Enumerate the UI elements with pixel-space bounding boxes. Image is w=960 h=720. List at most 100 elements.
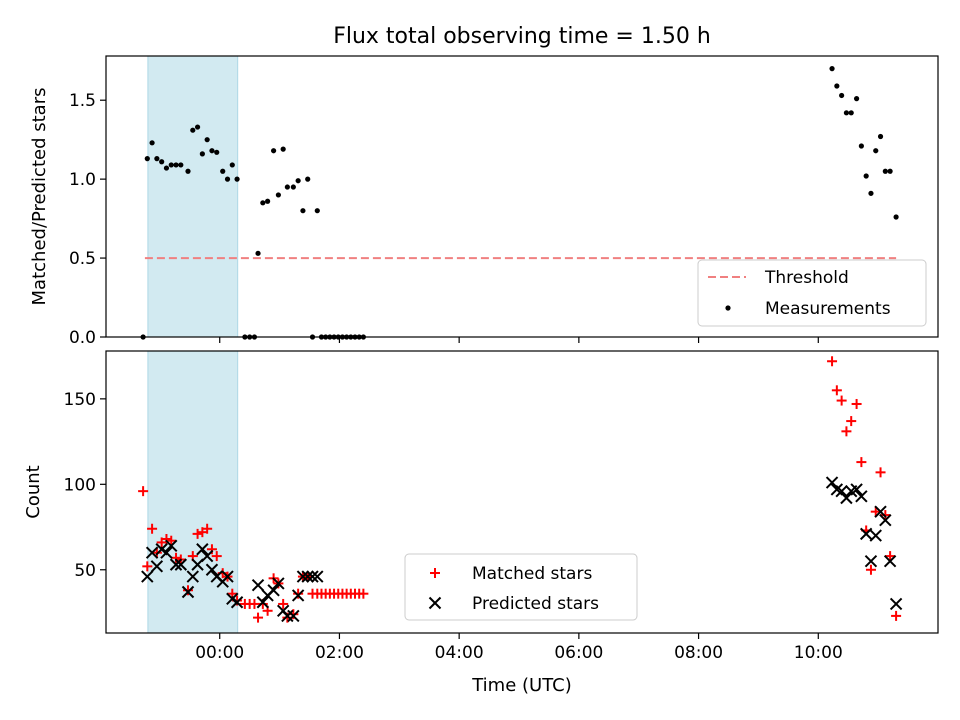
predicted-stars-point — [883, 555, 897, 568]
measurement-point — [848, 110, 854, 116]
measurement-point — [255, 250, 261, 256]
predicted-stars-point — [879, 513, 892, 527]
legend-predicted-label: Predicted stars — [472, 594, 599, 614]
predicted-stars-point — [169, 558, 183, 571]
predicted-stars-point — [840, 491, 853, 505]
measurement-point — [868, 190, 874, 196]
measurement-point — [839, 92, 845, 99]
measurement-point — [305, 176, 311, 182]
matched-stars-point — [293, 588, 304, 599]
measurement-point — [229, 162, 235, 168]
measurement-point — [270, 148, 277, 154]
measurement-point — [224, 176, 231, 182]
predicted-stars-point — [200, 549, 214, 563]
measurement-point — [163, 165, 170, 171]
predicted-stars-point — [150, 560, 164, 573]
legend-predicted-swatch — [428, 596, 442, 610]
predicted-stars-point — [864, 555, 878, 568]
star-count-panel: 50 100 150 00:00 02:00 04:00 06:00 08:00 10:00 Co… — [23, 350, 939, 696]
predicted-stars-point — [181, 585, 195, 599]
measurement-point — [843, 110, 850, 116]
matched-stars-point — [183, 585, 194, 596]
measurement-point — [204, 137, 210, 143]
measurement-point — [265, 198, 271, 204]
matched-stars-point — [891, 610, 902, 621]
measurement-point — [178, 162, 184, 168]
measurement-point — [295, 178, 301, 184]
measurement-point — [300, 208, 306, 214]
measurement-point — [863, 173, 869, 179]
measurement-point — [882, 168, 888, 174]
predicted-stars-point — [165, 539, 178, 553]
y-tick-label: 1.0 — [69, 170, 96, 190]
matched-stars-point — [831, 385, 842, 396]
y-tick-label: 150 — [64, 390, 96, 410]
predicted-stars-point — [251, 578, 265, 592]
predicted-stars-point — [272, 577, 285, 590]
predicted-stars-point — [205, 563, 219, 576]
predicted-stars-point — [869, 529, 882, 542]
measurement-point — [893, 214, 899, 220]
matched-stars-point — [211, 551, 222, 562]
matched-stars-point — [841, 426, 852, 437]
matched-stars-point — [253, 612, 264, 623]
measurement-point — [234, 176, 240, 182]
measurement-point — [280, 146, 286, 152]
matched-stars-point — [851, 398, 862, 409]
matched-stars-point — [192, 528, 203, 539]
matched-stars-point — [278, 598, 289, 609]
predicted-stars-point — [291, 589, 305, 602]
predicted-stars-point — [874, 505, 887, 518]
matched-stars-point — [358, 588, 369, 599]
measurement-point — [853, 96, 860, 102]
predicted-stars-point — [230, 596, 244, 609]
matched-stars-point — [836, 395, 847, 406]
measurement-point — [194, 124, 201, 130]
measurement-point — [209, 148, 215, 154]
chart-title: Flux total observing time = 1.50 h — [333, 24, 711, 49]
predicted-stars-point — [287, 609, 300, 623]
measurement-point — [190, 127, 196, 133]
y-tick-label: 100 — [64, 475, 96, 495]
predicted-stars-point — [859, 527, 873, 541]
measurement-point — [877, 133, 884, 140]
measurement-point — [873, 148, 879, 154]
predicted-stars-point — [267, 584, 280, 597]
predicted-stars-point — [306, 570, 319, 583]
y-tick-label: 0.0 — [69, 328, 96, 348]
measurement-point — [275, 192, 281, 198]
axes-frame — [105, 350, 939, 634]
measurement-point — [159, 159, 165, 165]
axes-frame — [105, 55, 939, 338]
matched-stars-point — [166, 535, 177, 546]
predicted-stars-point — [221, 570, 234, 583]
measurement-point — [214, 149, 220, 155]
x-tick-label: 04:00 — [435, 643, 484, 663]
matched-stars-point — [138, 486, 149, 497]
x-tick-label: 00:00 — [195, 643, 244, 663]
measurement-point — [260, 200, 266, 206]
measurement-point — [284, 184, 290, 190]
matched-stars-point — [870, 506, 881, 517]
measurement-point — [144, 156, 150, 162]
measurement-point — [290, 184, 296, 190]
measurement-point — [185, 168, 191, 174]
flux-ratio-panel: 0.0 0.5 1.0 1.5 Matched/Predicted stars Thres… — [29, 55, 939, 348]
y-tick-label: 50 — [74, 561, 96, 581]
predicted-stars-point — [889, 597, 903, 611]
predicted-stars-point — [311, 570, 324, 583]
legend-threshold-label: Threshold — [764, 268, 849, 288]
predicted-stars-point — [256, 596, 270, 609]
x-axis-label: Time (UTC) — [471, 675, 572, 696]
series-predicted-stars — [141, 476, 903, 623]
predicted-stars-point — [186, 570, 199, 583]
matched-stars-point — [142, 561, 153, 572]
measurement-point — [834, 83, 840, 89]
matched-stars-point — [846, 416, 857, 427]
predicted-stars-point — [835, 484, 848, 498]
x-tick-label: 08:00 — [674, 643, 723, 663]
legend: Threshold Measurements — [697, 259, 927, 327]
measurement-point — [887, 168, 893, 174]
y-tick-label: 0.5 — [69, 249, 96, 269]
